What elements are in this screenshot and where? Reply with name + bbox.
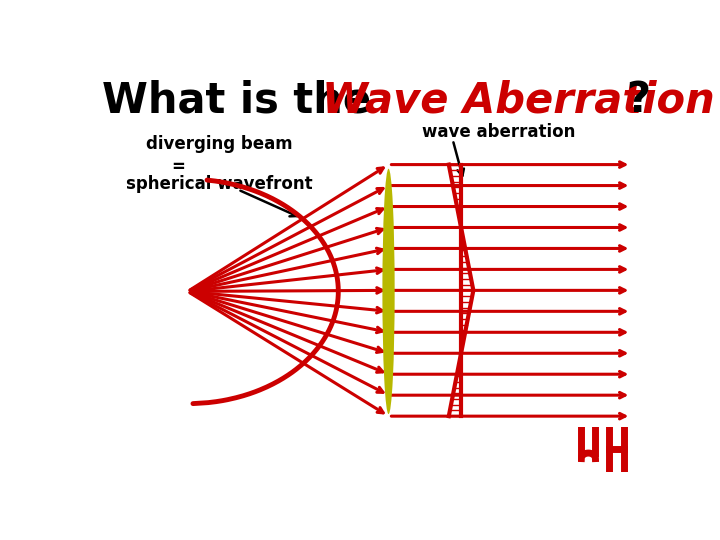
- Text: =: =: [171, 158, 185, 177]
- Ellipse shape: [382, 168, 395, 414]
- Text: Wave Aberration: Wave Aberration: [322, 79, 715, 122]
- Text: wave aberration: wave aberration: [422, 123, 575, 141]
- Text: spherical wavefront: spherical wavefront: [126, 175, 313, 193]
- Text: diverging beam: diverging beam: [145, 136, 292, 153]
- Text: What is the: What is the: [102, 79, 386, 122]
- Text: ?: ?: [626, 79, 651, 122]
